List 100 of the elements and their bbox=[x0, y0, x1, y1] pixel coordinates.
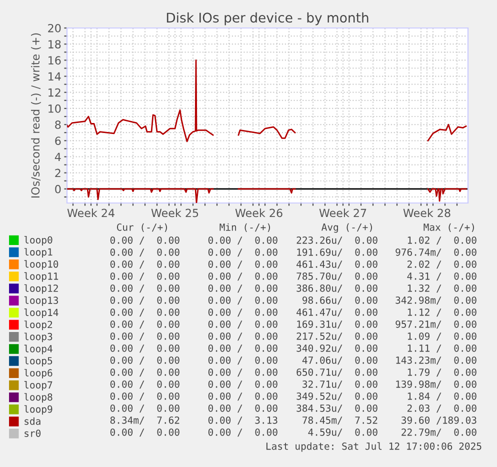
text: 217.52u/ 0.00 bbox=[296, 332, 378, 341]
text: 785.70u/ 0.00 bbox=[296, 272, 378, 281]
text: 0.00 / 0.00 bbox=[110, 260, 180, 269]
y-tick-label: 6 bbox=[55, 136, 61, 146]
text: 191.69u/ 0.00 bbox=[297, 248, 378, 257]
text: 1.11 / 0.00 bbox=[408, 344, 476, 353]
text: 461.43u/ 0.00 bbox=[296, 260, 378, 269]
legend-label: loop3 bbox=[24, 332, 52, 342]
text: 0.00 / 0.00 bbox=[110, 296, 180, 305]
text: 0.00 / 0.00 bbox=[208, 260, 278, 269]
text: 0.00 / 0.00 bbox=[208, 428, 278, 437]
text: 47.06u/ 0.00 bbox=[302, 356, 378, 365]
text: 0.00 / 0.00 bbox=[208, 248, 278, 257]
text: 0.00 / 0.00 bbox=[208, 380, 278, 389]
text: 976.74m/ 0.00 bbox=[396, 248, 476, 257]
legend-label: loop7 bbox=[24, 381, 52, 390]
text: 2.02 / 0.00 bbox=[407, 260, 476, 269]
legend-label: loop14 bbox=[24, 308, 58, 318]
text: 340.92u/ 0.00 bbox=[296, 344, 378, 353]
legend-label: loop0 bbox=[24, 236, 52, 246]
legend-label: loop9 bbox=[24, 405, 52, 415]
text: 461.47u/ 0.00 bbox=[296, 308, 378, 317]
text: 0.00 / 0.00 bbox=[110, 248, 180, 257]
y-tick-label: 14 bbox=[48, 72, 61, 80]
text: 0.00 / 0.00 bbox=[208, 368, 278, 377]
y-tick-label: 8 bbox=[55, 120, 61, 129]
legend-label: loop10 bbox=[24, 260, 58, 270]
text: 0.00 / 0.00 bbox=[208, 344, 278, 353]
text: 0.00 / 0.00 bbox=[208, 284, 278, 293]
text: 0.00 / 0.00 bbox=[110, 428, 180, 437]
text: 223.26u/ 0.00 bbox=[296, 236, 378, 245]
text: 0.00 / 0.00 bbox=[208, 404, 278, 413]
text: Cur (-/+) bbox=[116, 223, 167, 232]
text: 0.00 / 3.13 bbox=[208, 416, 278, 425]
text: 386.80u/ 0.00 bbox=[296, 284, 378, 293]
text: 169.31u/ 0.00 bbox=[297, 320, 378, 329]
x-tick-label: Week 24 bbox=[67, 208, 114, 218]
text: 78.45m/ 7.52 bbox=[302, 416, 378, 425]
text: 0.00 / 0.00 bbox=[110, 368, 180, 377]
text: 0.00 / 0.00 bbox=[110, 356, 180, 365]
text: 0.00 / 0.00 bbox=[208, 392, 278, 401]
text: 349.52u/ 0.00 bbox=[296, 392, 378, 401]
text: 0.00 / 0.00 bbox=[110, 380, 180, 389]
y-tick-label: 4 bbox=[54, 152, 61, 161]
text: 139.98m/ 0.00 bbox=[396, 380, 476, 389]
text: 0.00 / 0.00 bbox=[110, 284, 180, 293]
text: 1.84 / 0.00 bbox=[408, 392, 476, 401]
text: 8.34m/ 7.62 bbox=[110, 416, 180, 425]
text: Min (-/+) bbox=[220, 223, 270, 232]
y-tick-label: 18 bbox=[48, 40, 61, 48]
text: 22.79m/ 0.00 bbox=[402, 428, 476, 437]
text: 2.03 / 0.00 bbox=[407, 404, 476, 413]
text: 1.79 / 0.00 bbox=[408, 368, 476, 377]
text: 1.02 / 0.00 bbox=[408, 236, 476, 245]
x-tick-label: Week 25 bbox=[151, 208, 198, 218]
text: 650.71u/ 0.00 bbox=[296, 368, 378, 377]
text: 0.00 / 0.00 bbox=[208, 272, 278, 281]
text: 0.00 / 0.00 bbox=[208, 308, 278, 317]
text: 0.00 / 0.00 bbox=[208, 356, 278, 365]
text: 0.00 / 0.00 bbox=[208, 296, 278, 305]
y-tick-label: 20 bbox=[48, 24, 61, 32]
x-tick-label: Week 26 bbox=[235, 208, 282, 218]
text: 0.00 / 0.00 bbox=[110, 332, 180, 341]
text: Last update: Sat Jul 12 17:00:06 2025 bbox=[266, 442, 482, 452]
legend-label: loop2 bbox=[24, 320, 52, 330]
text: 0.00 / 0.00 bbox=[110, 404, 180, 413]
text: 98.66u/ 0.00 bbox=[302, 296, 378, 305]
text: 384.53u/ 0.00 bbox=[296, 404, 378, 413]
legend-label: loop4 bbox=[24, 344, 52, 354]
legend-label: sda bbox=[24, 417, 40, 425]
text: 1.32 / 0.00 bbox=[408, 284, 476, 293]
text: 0.00 / 0.00 bbox=[110, 320, 180, 329]
text: 32.71u/ 0.00 bbox=[302, 380, 378, 389]
text: 0.00 / 0.00 bbox=[208, 332, 278, 341]
text: 1.09 / 0.00 bbox=[408, 332, 476, 341]
legend-label: loop11 bbox=[24, 272, 58, 282]
text: Max (-/+) bbox=[424, 223, 474, 232]
legend-label: loop1 bbox=[24, 248, 52, 258]
text: 1.12 / 0.00 bbox=[408, 308, 476, 317]
text: 0.00 / 0.00 bbox=[110, 272, 180, 281]
text: 0.00 / 0.00 bbox=[208, 320, 278, 329]
text: 957.21m/ 0.00 bbox=[396, 320, 476, 329]
text: 143.23m/ 0.00 bbox=[396, 356, 476, 365]
y-tick-label: 10 bbox=[48, 104, 61, 113]
text: 0.00 / 0.00 bbox=[110, 308, 180, 317]
text: 0.00 / 0.00 bbox=[110, 392, 180, 401]
legend-label: loop12 bbox=[24, 284, 58, 294]
text: Avg (-/+) bbox=[322, 223, 372, 233]
y-axis-title: IOs/second read (-) / write (+) bbox=[30, 33, 41, 198]
legend-label: sr0 bbox=[24, 430, 41, 437]
text: 39.60 /189.03 bbox=[402, 416, 476, 425]
y-tick-label: 2 bbox=[55, 168, 60, 178]
text: 0.00 / 0.00 bbox=[208, 236, 278, 245]
y-tick-label: 12 bbox=[48, 88, 60, 97]
text: 4.59u/ 0.00 bbox=[308, 428, 378, 437]
text: 4.31 / 0.00 bbox=[407, 272, 476, 281]
y-tick-label: 16 bbox=[48, 56, 61, 65]
text: 0.00 / 0.00 bbox=[110, 344, 180, 353]
legend-label: loop13 bbox=[24, 296, 58, 306]
chart-title: Disk IOs per device - by month bbox=[166, 12, 368, 26]
